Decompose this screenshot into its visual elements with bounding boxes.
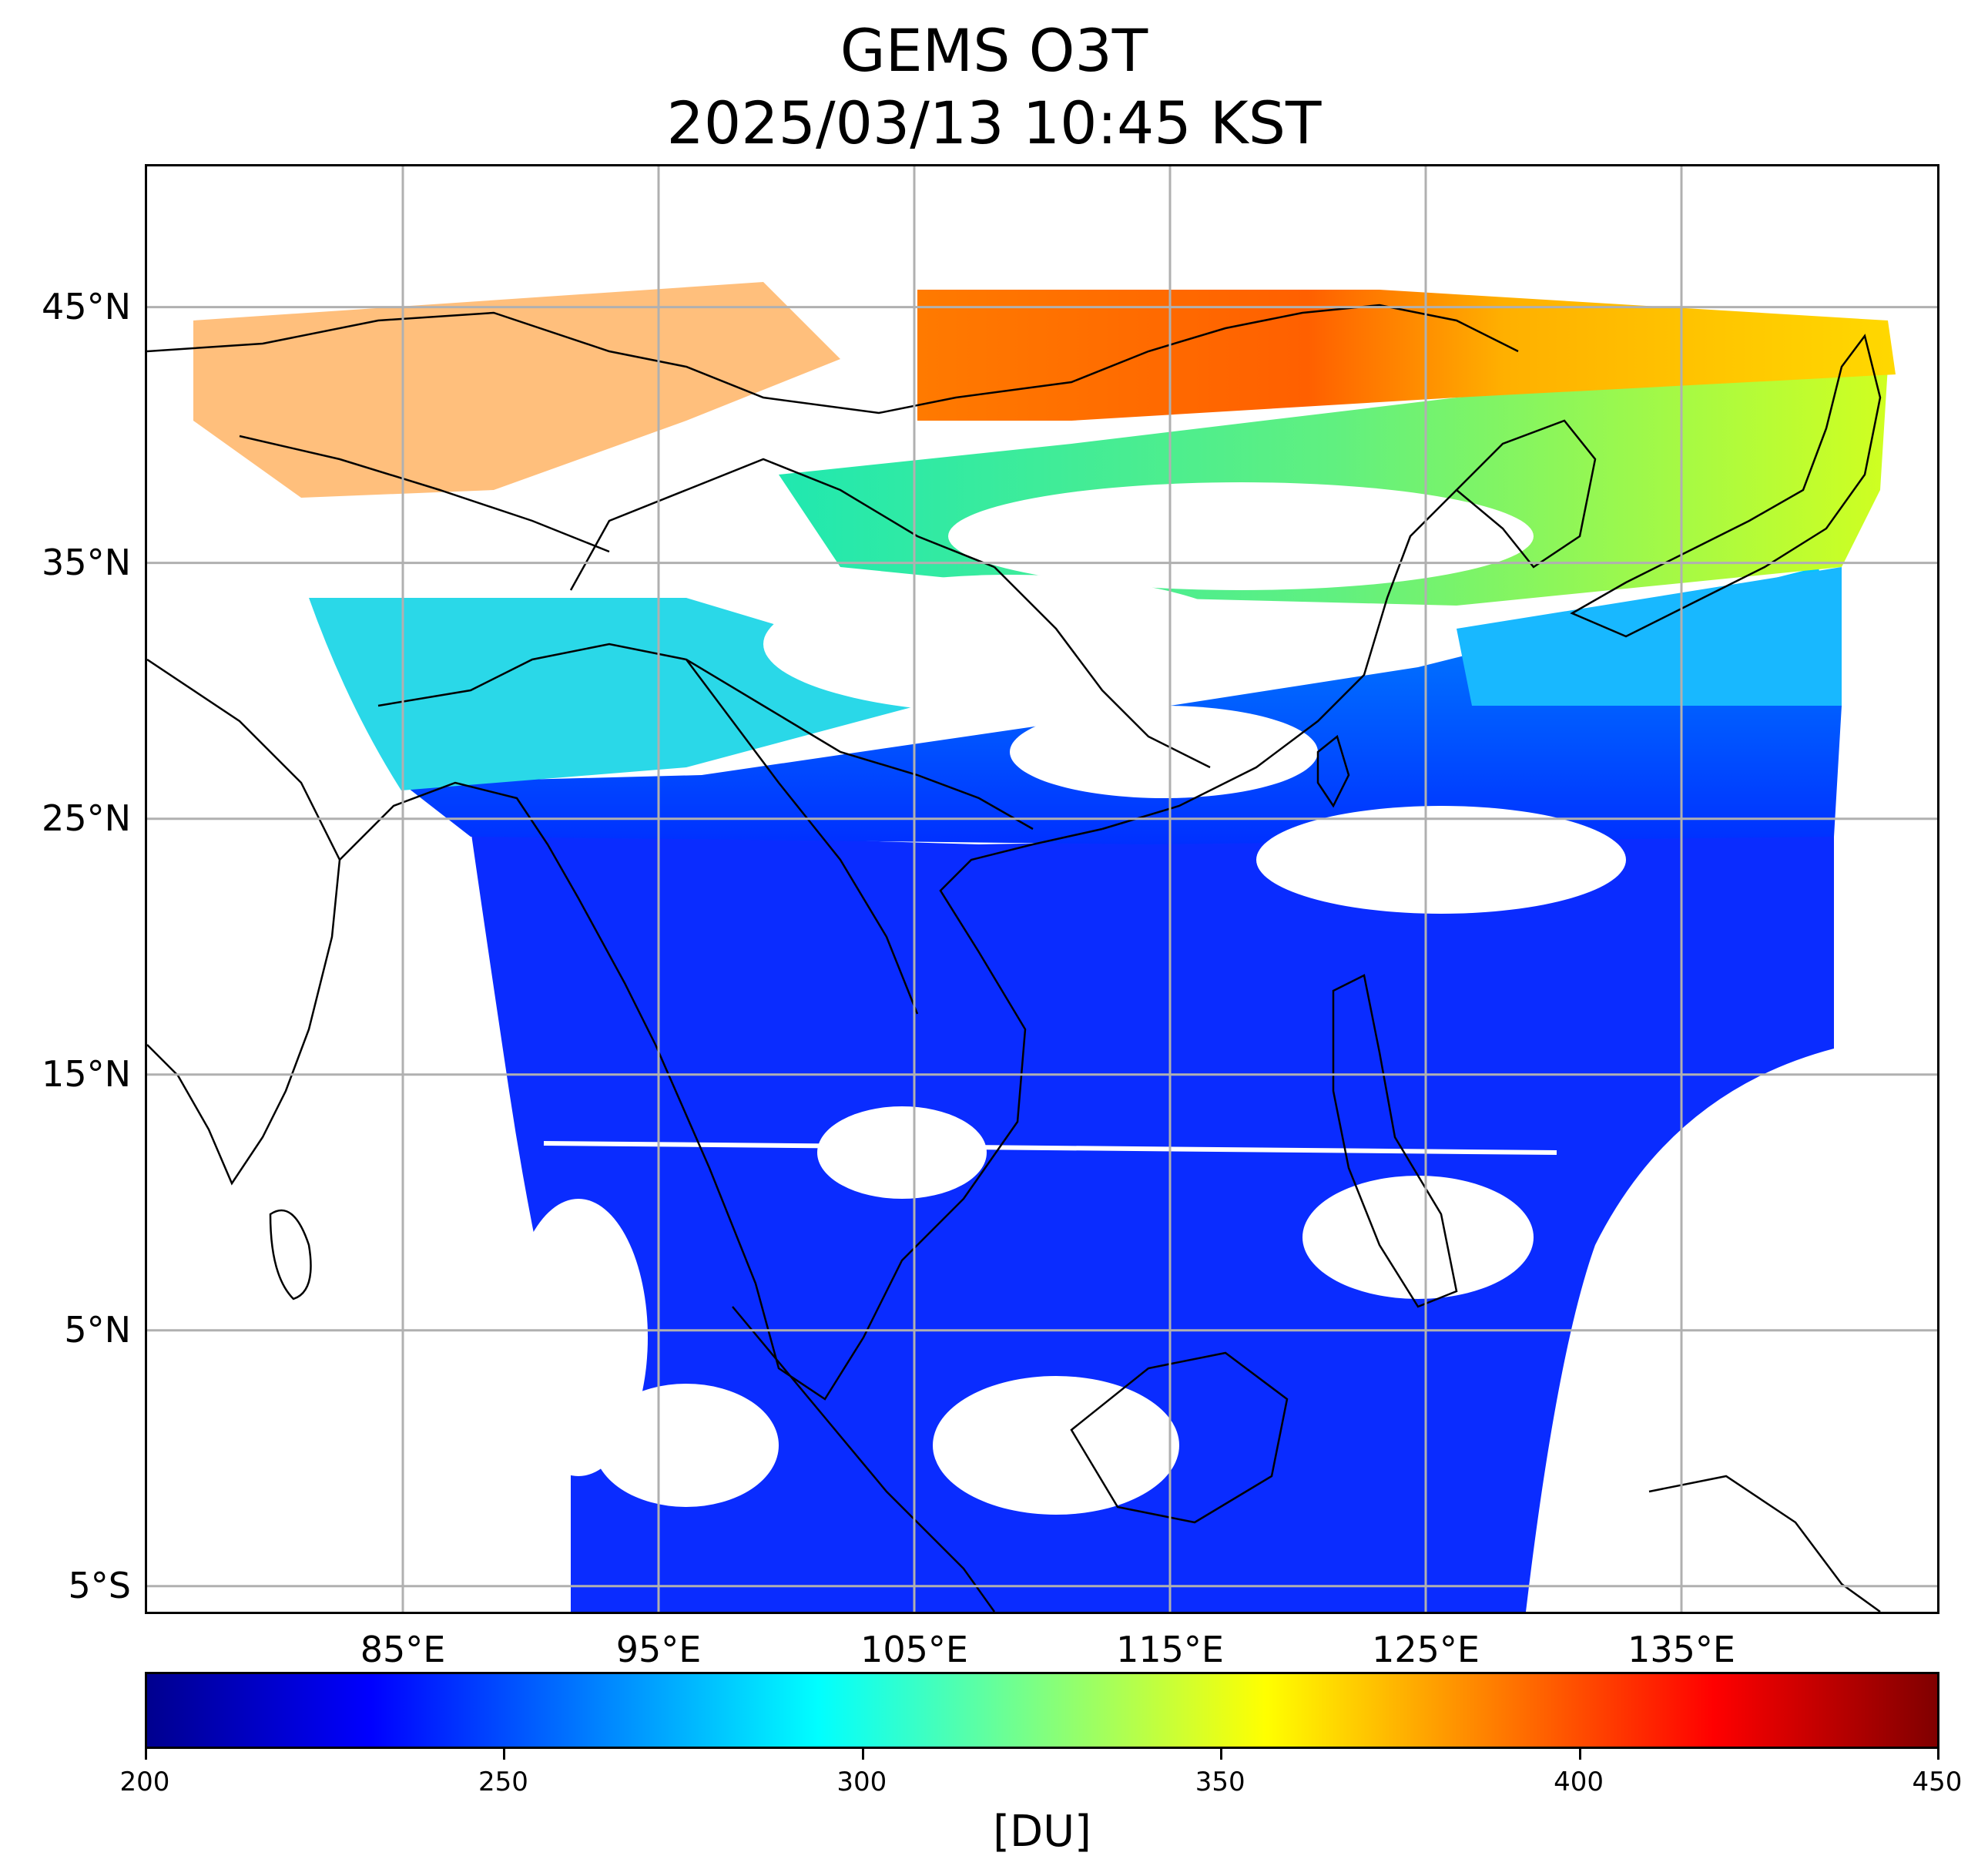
chart-subtitle-datetime: 2025/03/13 10:45 KST	[666, 89, 1322, 157]
border-china-north	[147, 304, 1519, 414]
longitude-label: 135°E	[1628, 1629, 1735, 1670]
latitude-label: 15°N	[42, 1052, 131, 1095]
ozone-band-west-scatter	[193, 282, 840, 498]
colorbar-tick-label: 250	[478, 1767, 528, 1797]
colorbar-tick-label: 300	[836, 1767, 887, 1797]
coast-india	[147, 658, 341, 1186]
coast-sumatra	[732, 1306, 996, 1612]
colorbar	[145, 1672, 1939, 1749]
coast-sri-lanka	[269, 1209, 312, 1300]
latitude-label: 25°N	[42, 797, 131, 839]
longitude-label: 105°E	[860, 1629, 968, 1670]
coast-philippines	[1332, 974, 1458, 1308]
colorbar-tick	[503, 1749, 506, 1760]
ozone-band-mongolia	[917, 290, 1896, 421]
coast-taiwan	[1316, 734, 1350, 808]
border-misc-4	[239, 435, 610, 553]
longitude-label: 85°E	[360, 1629, 446, 1670]
latitude-label: 45°N	[42, 285, 131, 327]
longitude-label: 95°E	[615, 1629, 702, 1670]
map-panel	[145, 164, 1939, 1614]
border-misc-3	[686, 659, 919, 1015]
coast-korea	[1455, 419, 1597, 569]
coastlines-and-borders	[147, 304, 1882, 1612]
ozone-band-pacific-north	[1457, 567, 1842, 706]
colorbar-tick-label: 200	[119, 1767, 170, 1797]
latitude-label: 35°N	[42, 541, 131, 583]
ozone-band-tropics	[471, 829, 1834, 1612]
colorbar-tick	[861, 1749, 864, 1760]
border-misc-1	[569, 458, 995, 591]
colorbar-tick-label: 400	[1554, 1767, 1604, 1797]
colorbar-unit-label: [DU]	[993, 1807, 1091, 1857]
longitude-label: 115°E	[1116, 1629, 1224, 1670]
border-china-south	[377, 643, 1034, 831]
coast-japan	[1570, 334, 1882, 638]
colorbar-tick-label: 350	[1195, 1767, 1245, 1797]
map-svg	[147, 166, 1937, 1612]
longitude-label: 125°E	[1372, 1629, 1480, 1670]
swath-stripe	[543, 1141, 1557, 1155]
cloud-gaps	[509, 482, 1626, 1515]
colorbar-tick	[1937, 1749, 1939, 1760]
coast-indochina	[654, 827, 1103, 1401]
colorbar-tick-label: 450	[1912, 1767, 1963, 1797]
gridlines	[147, 166, 1937, 1612]
latitude-label: 5°S	[68, 1564, 131, 1606]
colorbar-tick	[1220, 1749, 1223, 1760]
latitude-label: 5°N	[64, 1308, 131, 1351]
chart-title: GEMS O3T	[840, 16, 1148, 85]
coast-south-china	[1101, 489, 1457, 831]
ozone-band-south-china	[401, 567, 1842, 844]
colorbar-tick	[1578, 1749, 1581, 1760]
colorbar-tick	[145, 1749, 147, 1760]
coast-new-guinea	[1648, 1475, 1881, 1612]
coast-borneo	[1070, 1351, 1289, 1524]
